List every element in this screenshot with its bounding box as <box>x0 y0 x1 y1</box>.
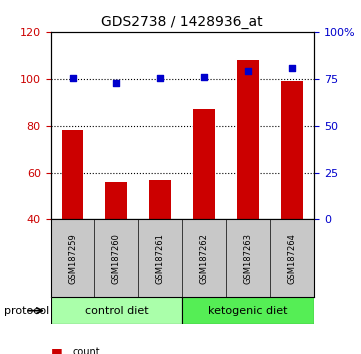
Text: protocol: protocol <box>4 306 49 316</box>
Text: GSM187259: GSM187259 <box>68 233 77 284</box>
Text: count: count <box>72 347 100 354</box>
Point <box>245 68 251 74</box>
Text: ■: ■ <box>51 346 62 354</box>
Text: GSM187263: GSM187263 <box>244 233 253 284</box>
Text: GSM187261: GSM187261 <box>156 233 165 284</box>
Bar <box>149 179 171 219</box>
Bar <box>193 109 215 219</box>
Bar <box>51 297 182 324</box>
Point <box>201 74 207 80</box>
Point <box>113 81 119 86</box>
Text: GSM187264: GSM187264 <box>288 233 297 284</box>
Bar <box>182 297 314 324</box>
Text: ketogenic diet: ketogenic diet <box>208 306 288 316</box>
Point <box>157 75 163 81</box>
Bar <box>61 130 83 219</box>
Point <box>289 65 295 71</box>
Title: GDS2738 / 1428936_at: GDS2738 / 1428936_at <box>101 16 263 29</box>
Text: GSM187262: GSM187262 <box>200 233 209 284</box>
Bar <box>237 60 259 219</box>
Bar <box>105 182 127 219</box>
Point <box>70 75 75 81</box>
Bar <box>281 81 303 219</box>
Text: GSM187260: GSM187260 <box>112 233 121 284</box>
Text: control diet: control diet <box>84 306 148 316</box>
